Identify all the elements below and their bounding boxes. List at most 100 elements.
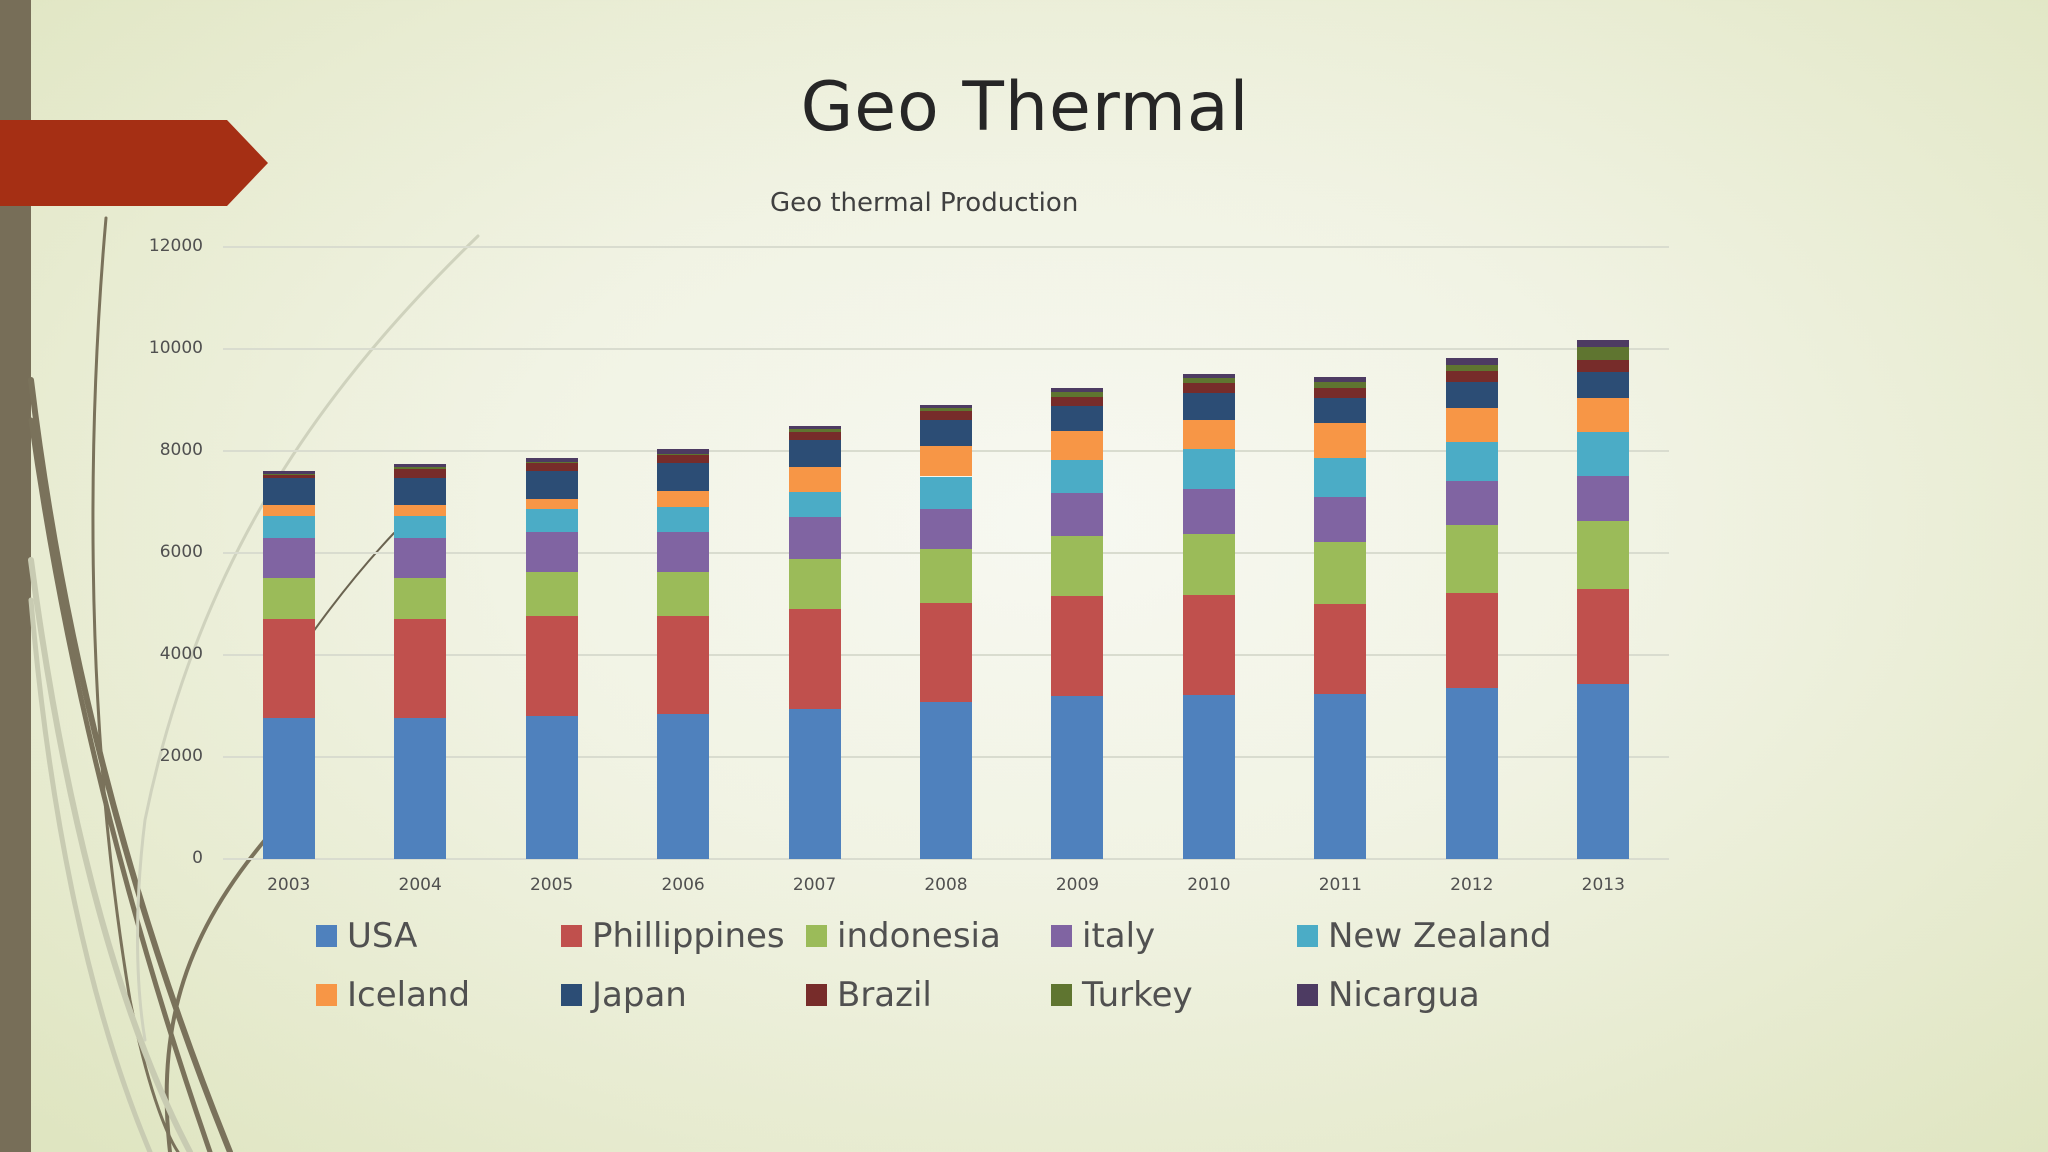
- bar-segment-usa: [525, 716, 578, 859]
- bar-segment-new-zealand: [262, 515, 315, 538]
- bar-segment-indonesia: [525, 571, 578, 616]
- bar-segment-italy: [1577, 475, 1630, 521]
- legend-swatch: [1297, 984, 1318, 1006]
- legend-swatch: [1297, 925, 1318, 947]
- bar-segment-brazil: [262, 475, 315, 479]
- bar-segment-iceland: [788, 467, 841, 492]
- x-tick-label: 2013: [1581, 875, 1625, 895]
- bar-segment-japan: [920, 419, 972, 447]
- bar-segment-phillippines: [1182, 594, 1235, 695]
- bar-2003: [262, 0, 315, 1152]
- bar-segment-indonesia: [788, 559, 841, 610]
- legend-item-indonesia: indonesia: [806, 916, 1001, 956]
- bar-segment-phillippines: [1051, 596, 1104, 696]
- bar-segment-turkey: [1314, 381, 1367, 388]
- legend-swatch: [1051, 984, 1072, 1006]
- bar-segment-japan: [1445, 382, 1498, 408]
- legend-swatch: [316, 925, 337, 947]
- bar-segment-turkey: [1445, 365, 1498, 372]
- bar-segment-new-zealand: [1314, 457, 1367, 497]
- bar-segment-new-zealand: [920, 476, 972, 509]
- bar-segment-phillippines: [920, 602, 972, 703]
- slide-title-text: Geo Thermal: [800, 68, 1250, 147]
- y-tick-label: 6000: [159, 542, 203, 562]
- legend-label: Brazil: [837, 975, 932, 1015]
- bar-segment-italy: [394, 537, 447, 578]
- bar-segment-phillippines: [1577, 589, 1630, 685]
- bar-segment-nicargua: [394, 463, 447, 468]
- bar-segment-italy: [920, 508, 972, 550]
- bar-segment-brazil: [1577, 359, 1630, 372]
- legend-label: Turkey: [1082, 975, 1193, 1015]
- bar-segment-turkey: [262, 474, 315, 476]
- legend-item-brazil: Brazil: [806, 975, 932, 1015]
- bar-segment-nicargua: [262, 471, 315, 475]
- bar-segment-usa: [394, 717, 447, 859]
- bar-segment-usa: [657, 714, 710, 859]
- legend-swatch: [806, 925, 827, 947]
- legend-item-nicargua: Nicargua: [1297, 975, 1480, 1015]
- legend-label: Iceland: [347, 975, 471, 1015]
- x-tick-label: 2006: [661, 875, 705, 895]
- x-tick-label: 2005: [529, 875, 574, 895]
- bar-segment-turkey: [788, 429, 841, 432]
- bar-segment-brazil: [920, 410, 972, 420]
- legend-label: New Zealand: [1328, 916, 1552, 956]
- bar-segment-indonesia: [1182, 533, 1235, 595]
- bar-segment-italy: [1314, 496, 1367, 542]
- bar-segment-nicargua: [1577, 339, 1630, 348]
- bar-2006: [657, 0, 710, 1152]
- bar-segment-iceland: [1445, 407, 1498, 442]
- bar-2009: [1051, 0, 1104, 1152]
- bar-segment-phillippines: [262, 618, 315, 718]
- gridline: [223, 858, 1669, 860]
- bar-segment-italy: [262, 537, 315, 578]
- bar-segment-iceland: [1577, 397, 1630, 433]
- bar-segment-iceland: [525, 498, 578, 510]
- bar-segment-phillippines: [657, 615, 710, 715]
- y-tick-label: 0: [192, 848, 203, 868]
- bar-segment-brazil: [1182, 383, 1235, 394]
- bar-segment-iceland: [1182, 419, 1235, 450]
- bar-segment-nicargua: [1051, 387, 1104, 393]
- bar-segment-japan: [262, 478, 315, 506]
- gridline: [223, 348, 1669, 350]
- bar-2008: [920, 0, 972, 1152]
- bar-segment-brazil: [788, 431, 841, 440]
- bar-segment-italy: [1445, 481, 1498, 525]
- bar-segment-japan: [1314, 397, 1367, 424]
- bar-2012: [1445, 0, 1498, 1152]
- bar-segment-indonesia: [1445, 524, 1498, 594]
- bar-segment-new-zealand: [1445, 441, 1498, 482]
- bar-segment-indonesia: [1577, 520, 1630, 590]
- legend-swatch: [1051, 925, 1072, 947]
- y-tick-label: 2000: [159, 746, 203, 766]
- bar-2011: [1314, 0, 1367, 1152]
- bar-segment-brazil: [525, 463, 578, 472]
- bar-segment-japan: [525, 471, 578, 499]
- chart-title: Geo thermal Production: [770, 188, 1079, 218]
- bar-segment-brazil: [1051, 396, 1104, 406]
- legend-label: Nicargua: [1328, 975, 1480, 1015]
- bar-segment-usa: [1445, 687, 1498, 859]
- bar-segment-iceland: [920, 446, 972, 477]
- bar-segment-brazil: [394, 469, 447, 479]
- slide-title: Geo Thermal: [0, 68, 2048, 147]
- y-tick-label: 10000: [148, 338, 203, 358]
- legend-item-turkey: Turkey: [1051, 975, 1193, 1015]
- bar-segment-japan: [394, 478, 447, 506]
- bar-segment-iceland: [1051, 431, 1104, 461]
- legend-label: Japan: [592, 975, 687, 1015]
- legend-label: italy: [1082, 916, 1156, 956]
- bar-2007: [788, 0, 841, 1152]
- bar-segment-nicargua: [1445, 357, 1498, 366]
- x-tick-label: 2010: [1187, 875, 1231, 895]
- bar-segment-japan: [657, 463, 710, 491]
- legend-swatch: [316, 984, 337, 1006]
- bar-segment-usa: [788, 709, 841, 859]
- bar-segment-usa: [1051, 695, 1104, 859]
- bar-segment-japan: [1577, 371, 1630, 398]
- bar-segment-turkey: [394, 467, 447, 470]
- accent-arrow-banner: [0, 120, 268, 206]
